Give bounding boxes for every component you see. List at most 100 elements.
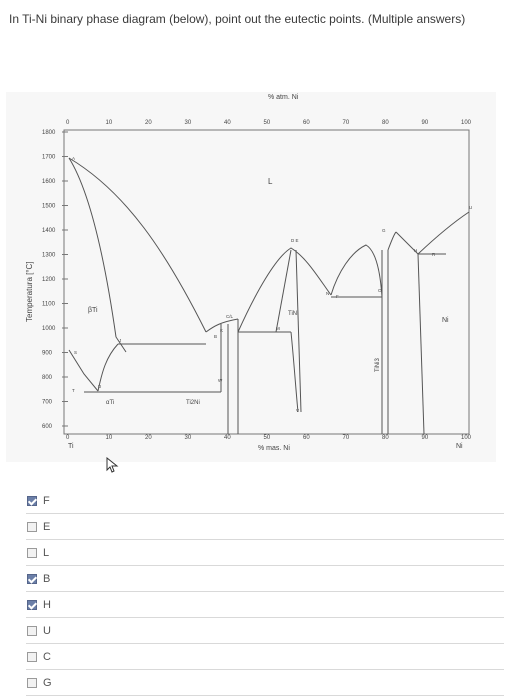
option-label: U bbox=[43, 625, 51, 637]
bottom-axis-label: % mas. Ni bbox=[258, 445, 290, 452]
region-ni: Ni bbox=[442, 317, 449, 324]
bottom-tick-label: 40 bbox=[224, 435, 231, 441]
y-tick-label: 600 bbox=[42, 424, 53, 430]
point-label: K bbox=[220, 328, 223, 333]
bottom-left-element: Ti bbox=[68, 443, 74, 450]
divider bbox=[26, 617, 504, 618]
y-axis-label: Temperatura [°C] bbox=[25, 261, 34, 322]
bottom-tick-label: 30 bbox=[185, 435, 192, 441]
option-c[interactable]: C bbox=[0, 644, 510, 670]
point-label: T bbox=[72, 388, 75, 393]
divider bbox=[26, 643, 504, 644]
y-tick-label: 900 bbox=[42, 351, 53, 357]
option-label: H bbox=[43, 599, 51, 611]
region-tini3: TiNi3 bbox=[375, 358, 381, 372]
bottom-tick-label: 10 bbox=[106, 435, 113, 441]
checkbox-l[interactable] bbox=[27, 548, 37, 558]
option-b[interactable]: B bbox=[0, 566, 510, 592]
point-label: O bbox=[378, 288, 382, 293]
bottom-tick-label: 50 bbox=[264, 435, 271, 441]
option-u[interactable]: U bbox=[0, 618, 510, 644]
region-ti2ni: Ti2Ni bbox=[186, 400, 200, 406]
top-axis: % atm. Ni 0 10 20 30 40 50 60 70 80 90 100 bbox=[66, 94, 472, 126]
region-beta: βTi bbox=[88, 307, 98, 314]
point-label: G bbox=[382, 228, 386, 233]
checkbox-b[interactable] bbox=[27, 574, 37, 584]
checkbox-u[interactable] bbox=[27, 626, 37, 636]
bottom-tick-label: 60 bbox=[303, 435, 310, 441]
phase-boundaries bbox=[68, 157, 470, 435]
option-e[interactable]: E bbox=[0, 514, 510, 540]
y-tick-label: 1300 bbox=[42, 253, 56, 259]
top-tick-label: 90 bbox=[422, 120, 429, 126]
divider bbox=[26, 669, 504, 670]
checkbox-c[interactable] bbox=[27, 652, 37, 662]
point-label: V bbox=[296, 408, 299, 413]
divider bbox=[26, 695, 504, 696]
option-f[interactable]: F bbox=[0, 488, 510, 514]
point-label: M bbox=[276, 326, 280, 331]
top-tick-label: 100 bbox=[461, 120, 472, 126]
bottom-tick-label: 100 bbox=[461, 435, 472, 441]
option-label: C bbox=[43, 651, 51, 663]
y-tick-label: 1400 bbox=[42, 228, 56, 234]
top-axis-label: % atm. Ni bbox=[268, 94, 299, 101]
mouse-pointer-icon bbox=[106, 457, 119, 473]
point-label: A bbox=[72, 156, 75, 161]
option-label: B bbox=[43, 573, 51, 585]
y-tick-label: 700 bbox=[42, 400, 53, 406]
point-label: D bbox=[98, 384, 102, 389]
y-tick-label: 1800 bbox=[42, 130, 56, 136]
option-g[interactable]: G bbox=[0, 670, 510, 696]
bottom-right-element: Ni bbox=[456, 443, 463, 450]
bottom-tick-label: 80 bbox=[382, 435, 389, 441]
point-label: J bbox=[119, 338, 121, 343]
point-label: U bbox=[469, 205, 472, 210]
point-label: H bbox=[414, 248, 417, 253]
top-tick-label: 0 bbox=[66, 120, 70, 126]
top-tick-label: 60 bbox=[303, 120, 310, 126]
point-label: D E bbox=[291, 238, 299, 243]
y-tick-label: 1700 bbox=[42, 155, 56, 161]
region-liquid: L bbox=[268, 177, 273, 186]
point-label: C/L bbox=[226, 314, 234, 319]
option-label: E bbox=[43, 521, 51, 533]
top-tick-label: 30 bbox=[185, 120, 192, 126]
y-tick-label: 1600 bbox=[42, 179, 56, 185]
region-tini: TiNi bbox=[288, 311, 298, 317]
y-tick-label: 1200 bbox=[42, 277, 56, 283]
option-label: L bbox=[43, 547, 50, 559]
top-tick-label: 40 bbox=[224, 120, 231, 126]
point-label: B bbox=[214, 334, 217, 339]
checkbox-e[interactable] bbox=[27, 522, 37, 532]
option-label: G bbox=[43, 677, 52, 689]
top-tick-label: 50 bbox=[264, 120, 271, 126]
phase-diagram: % atm. Ni 0 10 20 30 40 50 60 70 80 90 100 Tempera… bbox=[6, 92, 496, 462]
point-label: S bbox=[74, 350, 77, 355]
y-tick-label: 1100 bbox=[42, 302, 56, 308]
top-tick-label: 70 bbox=[343, 120, 350, 126]
checkbox-h[interactable] bbox=[27, 600, 37, 610]
region-alpha: αTi bbox=[106, 400, 114, 406]
bottom-tick-label: 0 bbox=[66, 435, 70, 441]
point-label: R bbox=[432, 252, 436, 257]
point-label: W bbox=[218, 378, 223, 383]
y-tick-label: 800 bbox=[42, 375, 53, 381]
option-label: F bbox=[43, 495, 50, 507]
divider bbox=[26, 513, 504, 514]
y-tick-label: 1000 bbox=[42, 326, 56, 332]
top-tick-label: 10 bbox=[106, 120, 113, 126]
divider bbox=[26, 565, 504, 566]
bottom-tick-label: 90 bbox=[422, 435, 429, 441]
option-l[interactable]: L bbox=[0, 540, 510, 566]
point-label: N bbox=[326, 291, 329, 296]
top-tick-label: 80 bbox=[382, 120, 389, 126]
checkbox-g[interactable] bbox=[27, 678, 37, 688]
bottom-tick-label: 70 bbox=[343, 435, 350, 441]
bottom-tick-label: 20 bbox=[145, 435, 152, 441]
top-tick-label: 20 bbox=[145, 120, 152, 126]
divider bbox=[26, 539, 504, 540]
point-label: F bbox=[336, 294, 339, 299]
checkbox-f[interactable] bbox=[27, 496, 37, 506]
option-h[interactable]: H bbox=[0, 592, 510, 618]
